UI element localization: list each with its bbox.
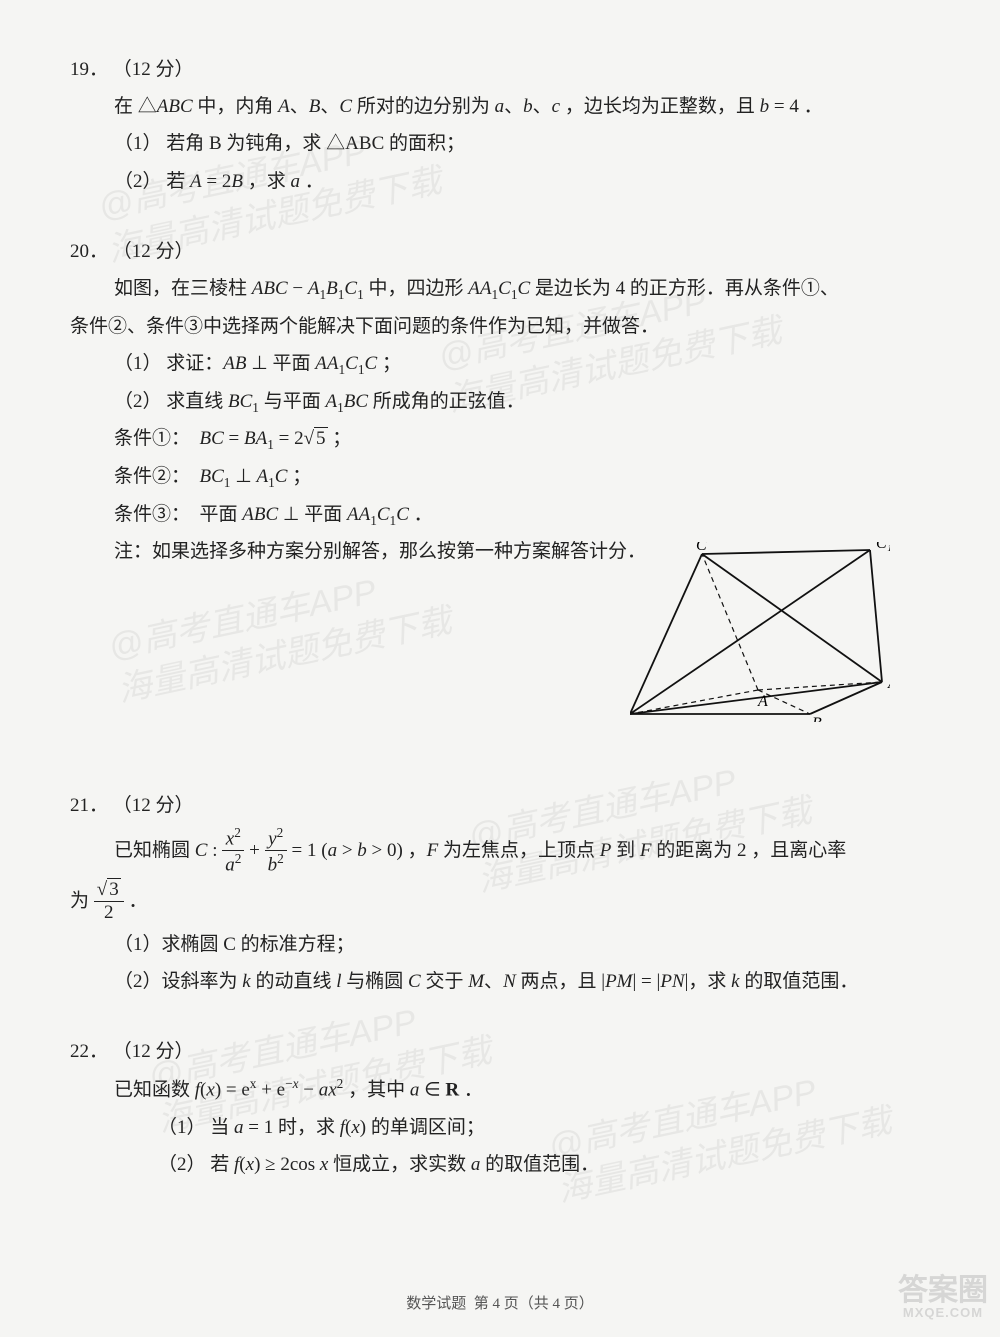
problem-body: 已知椭圆 C : x2a2 + y2b2 = 1 (a > b > 0) ，F …	[70, 826, 930, 877]
problem-sub1: （1） 求证：AB ⊥ 平面 AA1C1C ；	[70, 347, 930, 382]
condition-2: 条件②： BC1 ⊥ A1C ；	[70, 460, 930, 495]
svg-text:A₁: A₁	[887, 675, 890, 692]
problem-number: 21．	[70, 795, 108, 816]
problem-number: 20．	[70, 241, 108, 262]
condition-1: 条件①： BC = BA1 = 25 ；	[70, 422, 930, 457]
problem-sub2: （2） 求直线 BC1 与平面 A1BC 所成角的正弦值．	[70, 385, 930, 420]
problem-body-cont: 为 32 ．	[70, 880, 930, 925]
problem-sub1: （1） 若角 B 为钝角，求 △ABC 的面积；	[70, 127, 930, 161]
problem-body-line1: 如图，在三棱柱 ABC − A1B1C1 中，四边形 AA1C1C 是边长为 4…	[70, 272, 930, 307]
page-footer: 数学试题 第 4 页（共 4 页）	[0, 1292, 1000, 1313]
problem-body: 已知函数 f(x) = ex + e−x − ax2 ，其中 a ∈ R ．	[70, 1072, 930, 1108]
svg-text:C: C	[696, 542, 707, 554]
problem-number: 19．	[70, 59, 108, 80]
problem-sub1: （1） 当 a = 1 时，求 f(x) 的单调区间；	[70, 1111, 930, 1145]
svg-text:A: A	[757, 693, 768, 710]
problem-points: （12 分）	[113, 795, 194, 816]
condition-3: 条件③： 平面 ABC ⊥ 平面 AA1C1C ．	[70, 498, 930, 533]
prism-figure: BACB₁A₁C₁	[630, 542, 890, 722]
problem-body-line2: 条件②、条件③中选择两个能解决下面问题的条件作为已知，并做答．	[70, 310, 930, 344]
problem-sub2: （2） 若 A = 2B ，求 a ．	[70, 165, 930, 199]
svg-text:C₁: C₁	[876, 542, 890, 552]
problem-19: 19． （12 分） 在 △ABC 中，内角 A、B、C 所对的边分别为 a、b…	[70, 53, 930, 199]
problem-sub2: （2）设斜率为 k 的动直线 l 与椭圆 C 交于 M、N 两点，且 |PM| …	[70, 965, 930, 999]
problem-sub2: （2） 若 f(x) ≥ 2cos x 恒成立，求实数 a 的取值范围．	[70, 1148, 930, 1182]
problem-points: （12 分）	[113, 1041, 194, 1062]
problem-body: 在 △ABC 中，内角 A、B、C 所对的边分别为 a、b、c ，边长均为正整数…	[70, 90, 930, 124]
problem-sub1: （1）求椭圆 C 的标准方程；	[70, 928, 930, 962]
problem-number: 22．	[70, 1041, 108, 1062]
corner-watermark: 答案圈 MXQE.COM	[898, 1276, 988, 1319]
problem-points: （12 分）	[113, 241, 194, 262]
problem-22: 22． （12 分） 已知函数 f(x) = ex + e−x − ax2 ，其…	[70, 1035, 930, 1182]
problem-21: 21． （12 分） 已知椭圆 C : x2a2 + y2b2 = 1 (a >…	[70, 789, 930, 1000]
svg-text:B₁: B₁	[812, 715, 827, 722]
problem-points: （12 分）	[113, 59, 194, 80]
